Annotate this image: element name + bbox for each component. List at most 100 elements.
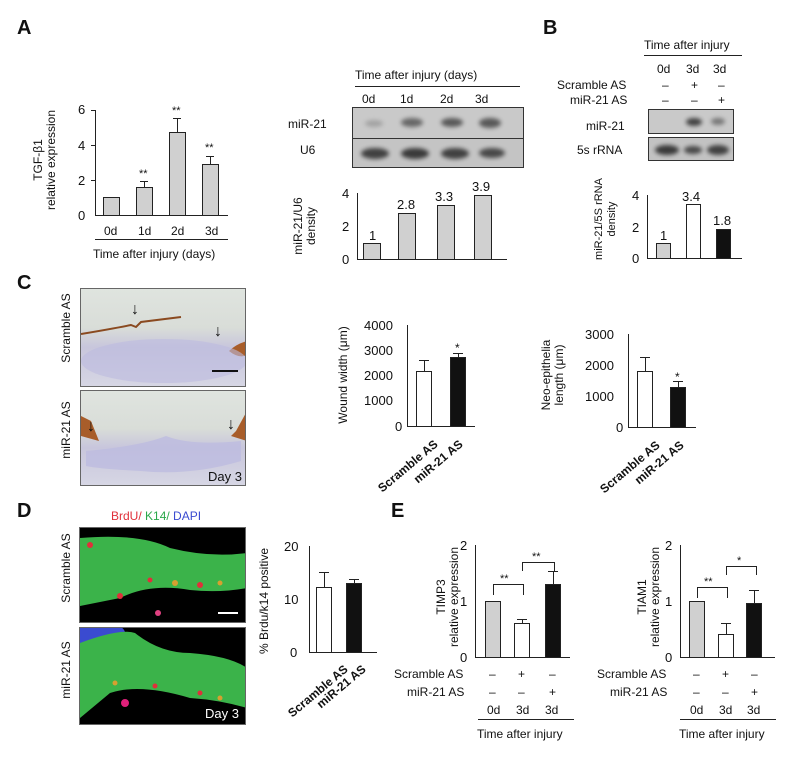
- tgf-bar-1d: [136, 187, 153, 216]
- densityB-ylabel-line2: density: [606, 201, 618, 237]
- tgf-bar-2d: [169, 132, 186, 216]
- tgf-xcat: 0d: [104, 224, 118, 238]
- densityA-ytick: 2: [342, 219, 350, 234]
- tiam1-bar-3d-mir21as: [746, 603, 762, 658]
- tiam1-ytick: 2: [665, 538, 673, 553]
- fluor-label-scramble: Scramble AS: [59, 533, 73, 603]
- blotB-mir21-image: [648, 109, 734, 134]
- tiam1-sig-bracket-1: [697, 587, 728, 598]
- timp3-bar-0d: [485, 601, 501, 658]
- sign: +: [549, 685, 557, 699]
- sign: –: [489, 685, 496, 699]
- tgf-ytick: 2: [78, 173, 86, 188]
- svg-text:↓: ↓: [214, 323, 222, 340]
- tiam1-lane: 3d: [719, 703, 733, 717]
- wound-ytick: 1000: [364, 393, 393, 408]
- brdu-y-axis: [309, 546, 310, 653]
- tiam1-lane: 0d: [690, 703, 704, 717]
- sign: –: [693, 685, 700, 699]
- svg-text:↓: ↓: [87, 418, 95, 435]
- sign: +: [691, 78, 699, 92]
- neo-bar-mir21as: [670, 387, 686, 428]
- tiam1-ylabel-line2: relative expression: [648, 546, 662, 648]
- neo-ytick: 0: [616, 420, 624, 435]
- blotB-5s-image: [648, 137, 734, 161]
- stain-dapi: DAPI: [169, 509, 202, 523]
- neo-ylabel: Neo-epithelia length (μm): [539, 330, 566, 420]
- blotA-header: Time after injury (days): [355, 68, 478, 82]
- blotB-treatment-label: miR-21 AS: [570, 93, 628, 107]
- sign: +: [718, 93, 726, 107]
- densityB-ylabel-line1: miR-21/5S rRNA: [593, 178, 605, 260]
- densityA-bar-0d: [363, 243, 381, 260]
- densityB-y-axis: [647, 195, 648, 259]
- tgf-sig-2d: **: [172, 105, 181, 117]
- blotA-row-label: U6: [300, 143, 316, 157]
- tgf-sig-1d: **: [139, 168, 148, 180]
- blotB-row-label: miR-21: [586, 119, 625, 133]
- tiam1-time-underline: [680, 719, 776, 720]
- wound-ytick: 4000: [364, 318, 393, 333]
- fluorescence-svg: Day 3: [80, 628, 245, 721]
- neo-ytick: 3000: [585, 327, 614, 342]
- wound-ylabel: Wound width (μm): [336, 326, 350, 424]
- brdu-bar-mir21as: [346, 583, 362, 653]
- panel-label-c: C: [17, 272, 32, 294]
- histo-label-mir21as: miR-21 AS: [59, 401, 73, 459]
- tgf-xlabel-underline: [95, 239, 228, 240]
- wound-bar-scramble: [416, 371, 432, 427]
- wound-y-axis: [407, 325, 408, 426]
- neo-sig: *: [675, 370, 680, 384]
- timp3-ytick: 1: [460, 594, 468, 609]
- sign: –: [662, 78, 669, 92]
- densityA-y-axis: [357, 193, 358, 259]
- tiam1-lane: 3d: [747, 703, 761, 717]
- brdu-bar-scramble: [316, 587, 332, 653]
- densityB-value: 1: [660, 228, 668, 243]
- densityA-ylabel: miR-21/U6 density: [291, 190, 318, 262]
- sign: –: [662, 93, 669, 107]
- histology-svg: ↓ ↓ Day 3: [81, 414, 245, 484]
- tiam1-xlabel: Time after injury: [679, 727, 765, 741]
- neo-ytick: 2000: [585, 358, 614, 373]
- panel-label-d: D: [17, 500, 32, 522]
- wound-sig: *: [455, 341, 460, 355]
- neo-bar-scramble: [637, 371, 653, 428]
- tiam1-ytick: 1: [665, 594, 673, 609]
- densityB-ytick: 0: [632, 251, 640, 266]
- blotB-header-underline: [644, 55, 742, 56]
- blotA-header-underline: [355, 86, 520, 87]
- tiam1-y-axis: [680, 545, 681, 658]
- tgf-ytick: 0: [78, 208, 86, 223]
- svg-text:↓: ↓: [227, 416, 235, 433]
- day-label-text: Day 3: [205, 706, 239, 721]
- timp3-sig-1: **: [500, 573, 509, 585]
- brdu-ylabel: % Brdu/k14 positive: [257, 547, 271, 655]
- timp3-sig-2: **: [532, 551, 541, 563]
- wound-ytick: 2000: [364, 368, 393, 383]
- fluorescence-svg: [80, 536, 245, 616]
- timp3-xlabel: Time after injury: [477, 727, 563, 741]
- histology-image-mir21as: ↓ ↓ Day 3: [80, 390, 246, 486]
- densityB-ylabel: miR-21/5S rRNA density: [593, 173, 619, 265]
- tgf-bar-3d: [202, 164, 219, 216]
- densityA-bar-2d: [437, 205, 455, 260]
- neo-ylabel-line2: length (μm): [552, 344, 566, 406]
- tiam1-ylabel: TIAM1 relative expression: [635, 542, 662, 652]
- tgf-xcat: 1d: [138, 224, 152, 238]
- timp3-treatment-label: Scramble AS: [394, 667, 464, 681]
- densityA-value: 3.9: [472, 179, 491, 194]
- wound-x-axis: [407, 426, 475, 427]
- timp3-treatment-label: miR-21 AS: [407, 685, 465, 699]
- day-label-text: Day 3: [208, 469, 242, 484]
- densityA-value: 2.8: [397, 197, 416, 212]
- tiam1-sig-2: *: [737, 555, 742, 567]
- densityB-ytick: 2: [632, 220, 640, 235]
- panel-label-b: B: [543, 17, 558, 39]
- sign: –: [549, 667, 556, 681]
- histo-label-scramble: Scramble AS: [59, 293, 73, 363]
- timp3-sig-bracket-2: [522, 562, 555, 571]
- tgf-ylabel: TGF-β1 relative expression: [31, 100, 58, 220]
- blotB-lane: 0d: [657, 62, 671, 76]
